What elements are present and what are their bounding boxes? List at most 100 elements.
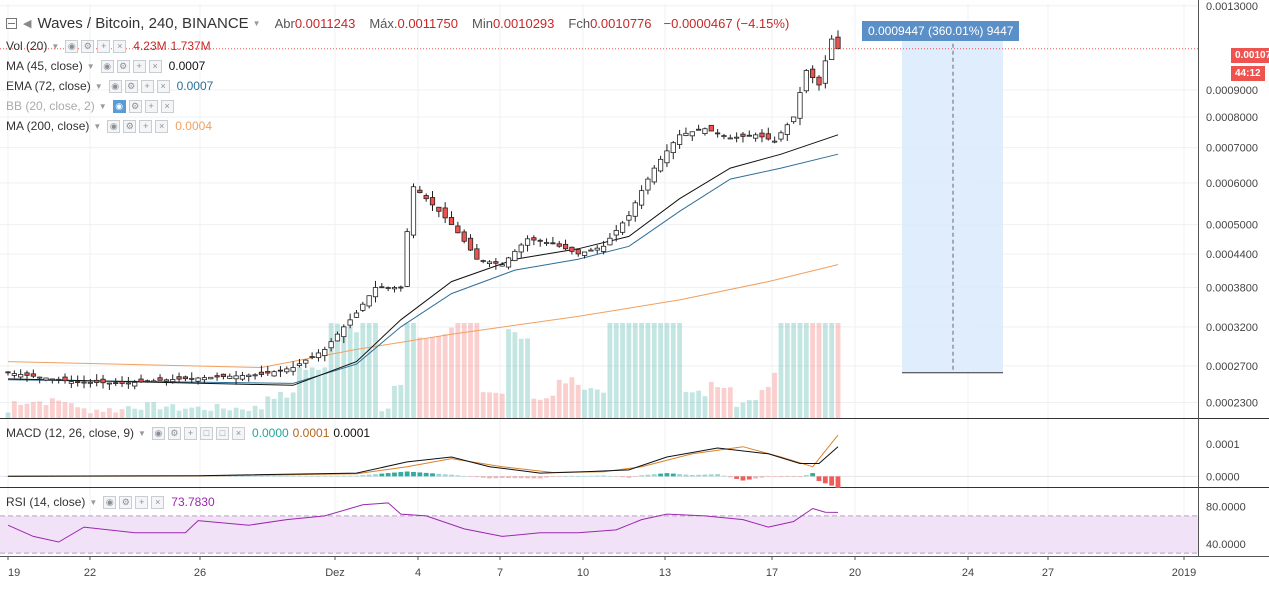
collapse-icon[interactable] [6, 18, 17, 29]
macd-histogram-bar [398, 472, 404, 477]
candle-body [5, 371, 11, 374]
candle-body [391, 287, 398, 290]
volume-bar [297, 367, 302, 418]
chevron-down-icon[interactable]: ▼ [94, 81, 103, 91]
eye-icon[interactable]: ◉ [100, 59, 114, 73]
macd-histogram-bar [803, 475, 809, 477]
eye-icon[interactable]: ◉ [107, 119, 121, 133]
volume-bar [328, 323, 334, 418]
candle-body [157, 377, 163, 381]
gear-icon[interactable]: ⚙ [124, 79, 138, 93]
chevron-down-icon[interactable]: ▼ [51, 41, 60, 51]
back-arrow-icon[interactable]: ◀ [23, 18, 32, 30]
gear-icon[interactable]: ⚙ [119, 495, 133, 509]
close-icon[interactable]: × [231, 426, 245, 440]
chevron-down-icon[interactable]: ▼ [93, 121, 102, 131]
macd-histogram-bar [601, 475, 606, 477]
chevron-down-icon[interactable]: ▼ [86, 61, 95, 71]
candle-body [531, 237, 537, 241]
gear-icon[interactable]: ⚙ [167, 426, 181, 440]
volume-bar [594, 389, 600, 418]
macd-histogram-bar [772, 476, 778, 477]
volume-bar [227, 410, 233, 418]
legend-ma45[interactable]: MA (45, close) ▼ ◉ ⚙ + × 0.0007 [6, 59, 205, 73]
candle-body [607, 237, 613, 246]
candle-body [113, 382, 119, 385]
legend-ema72[interactable]: EMA (72, close) ▼ ◉ ⚙ + × 0.0007 [6, 79, 213, 93]
macd-histogram-bar [759, 476, 765, 478]
vol-value-2: 1.737M [170, 39, 211, 53]
legend-vol[interactable]: Vol (20) ▼ ◉ ⚙ + × 4.23M 1.737M [6, 39, 211, 53]
ma45-value: 0.0007 [168, 59, 206, 73]
plus-icon[interactable]: + [97, 39, 111, 53]
low-label: Min [471, 16, 493, 31]
volume-bar [208, 410, 214, 418]
candle-body [62, 376, 68, 382]
eye-icon[interactable]: ◉ [108, 79, 122, 93]
candle-body [56, 378, 62, 381]
gear-icon[interactable]: ⚙ [116, 59, 130, 73]
volume-bar [835, 323, 841, 418]
macd-histogram-bar [506, 476, 511, 479]
square-icon[interactable]: □ [199, 426, 213, 440]
rsi-value: 73.7830 [171, 495, 215, 509]
volume-bar [575, 384, 581, 418]
chevron-down-icon[interactable]: ▼ [98, 101, 107, 111]
ma200-name: MA (200, close) [6, 119, 90, 133]
plus-icon[interactable]: + [132, 59, 146, 73]
macd-histogram-bar [734, 476, 740, 479]
plus-icon[interactable]: + [139, 119, 153, 133]
legend-rsi[interactable]: RSI (14, close) ▼ ◉ ⚙ + × 73.7830 [6, 495, 215, 509]
close-icon[interactable]: × [155, 119, 169, 133]
macd-histogram-bar [303, 475, 309, 477]
plus-icon[interactable]: + [144, 99, 158, 113]
candle-body [151, 380, 157, 383]
chevron-down-icon[interactable]: ▼ [138, 428, 146, 438]
symbol-title[interactable]: Waves / Bitcoin, 240, BINANCE [37, 15, 249, 32]
macd-histogram-bar [791, 476, 797, 477]
candle-body [575, 249, 581, 255]
close-icon[interactable]: × [151, 495, 165, 509]
gear-icon[interactable]: ⚙ [128, 99, 142, 113]
plus-icon[interactable]: + [140, 79, 154, 93]
volume-bar [151, 402, 157, 418]
volume-bar [784, 323, 790, 418]
candle-body [822, 60, 828, 84]
square-icon[interactable]: □ [215, 426, 229, 440]
candle-body [227, 375, 233, 379]
macd-histogram-bar [835, 476, 841, 488]
ma200-line [7, 264, 839, 369]
macd-histogram-bar [575, 476, 581, 477]
plus-icon[interactable]: + [135, 495, 149, 509]
legend-ma200[interactable]: MA (200, close) ▼ ◉ ⚙ + × 0.0004 [6, 119, 212, 133]
macd-histogram-bar [537, 476, 543, 479]
eye-icon[interactable]: ◉ [112, 99, 126, 113]
volume-bar [284, 397, 290, 418]
macd-histogram-bar [411, 471, 416, 477]
legend-macd[interactable]: MACD (12, 26, close, 9) ▼ ◉ ⚙ + □ □ × 0.0000 … [6, 426, 370, 440]
close-icon[interactable]: × [113, 39, 127, 53]
close-icon[interactable]: × [148, 59, 162, 73]
close-icon[interactable]: × [156, 79, 170, 93]
plus-icon[interactable]: + [183, 426, 197, 440]
candle-body [753, 134, 759, 139]
volume-bar [360, 323, 366, 418]
volume-bar [449, 327, 454, 418]
gear-icon[interactable]: ⚙ [81, 39, 95, 53]
eye-icon[interactable]: ◉ [65, 39, 79, 53]
candle-body [537, 239, 543, 242]
close-icon[interactable]: × [160, 99, 174, 113]
volume-bar [816, 323, 822, 418]
eye-icon[interactable]: ◉ [103, 495, 117, 509]
volume-bar [132, 408, 138, 418]
legend-bb[interactable]: BB (20, close, 2) ▼ ◉ ⚙ + × [6, 99, 177, 113]
chevron-down-icon[interactable]: ▼ [252, 19, 261, 28]
high-value: 0.0011750 [397, 16, 458, 31]
chevron-down-icon[interactable]: ▼ [89, 497, 98, 507]
gear-icon[interactable]: ⚙ [123, 119, 137, 133]
price-tick-label: 0.0005000 [1206, 220, 1258, 232]
candle-body [170, 379, 176, 383]
eye-icon[interactable]: ◉ [151, 426, 165, 440]
volume-bar [11, 401, 17, 418]
